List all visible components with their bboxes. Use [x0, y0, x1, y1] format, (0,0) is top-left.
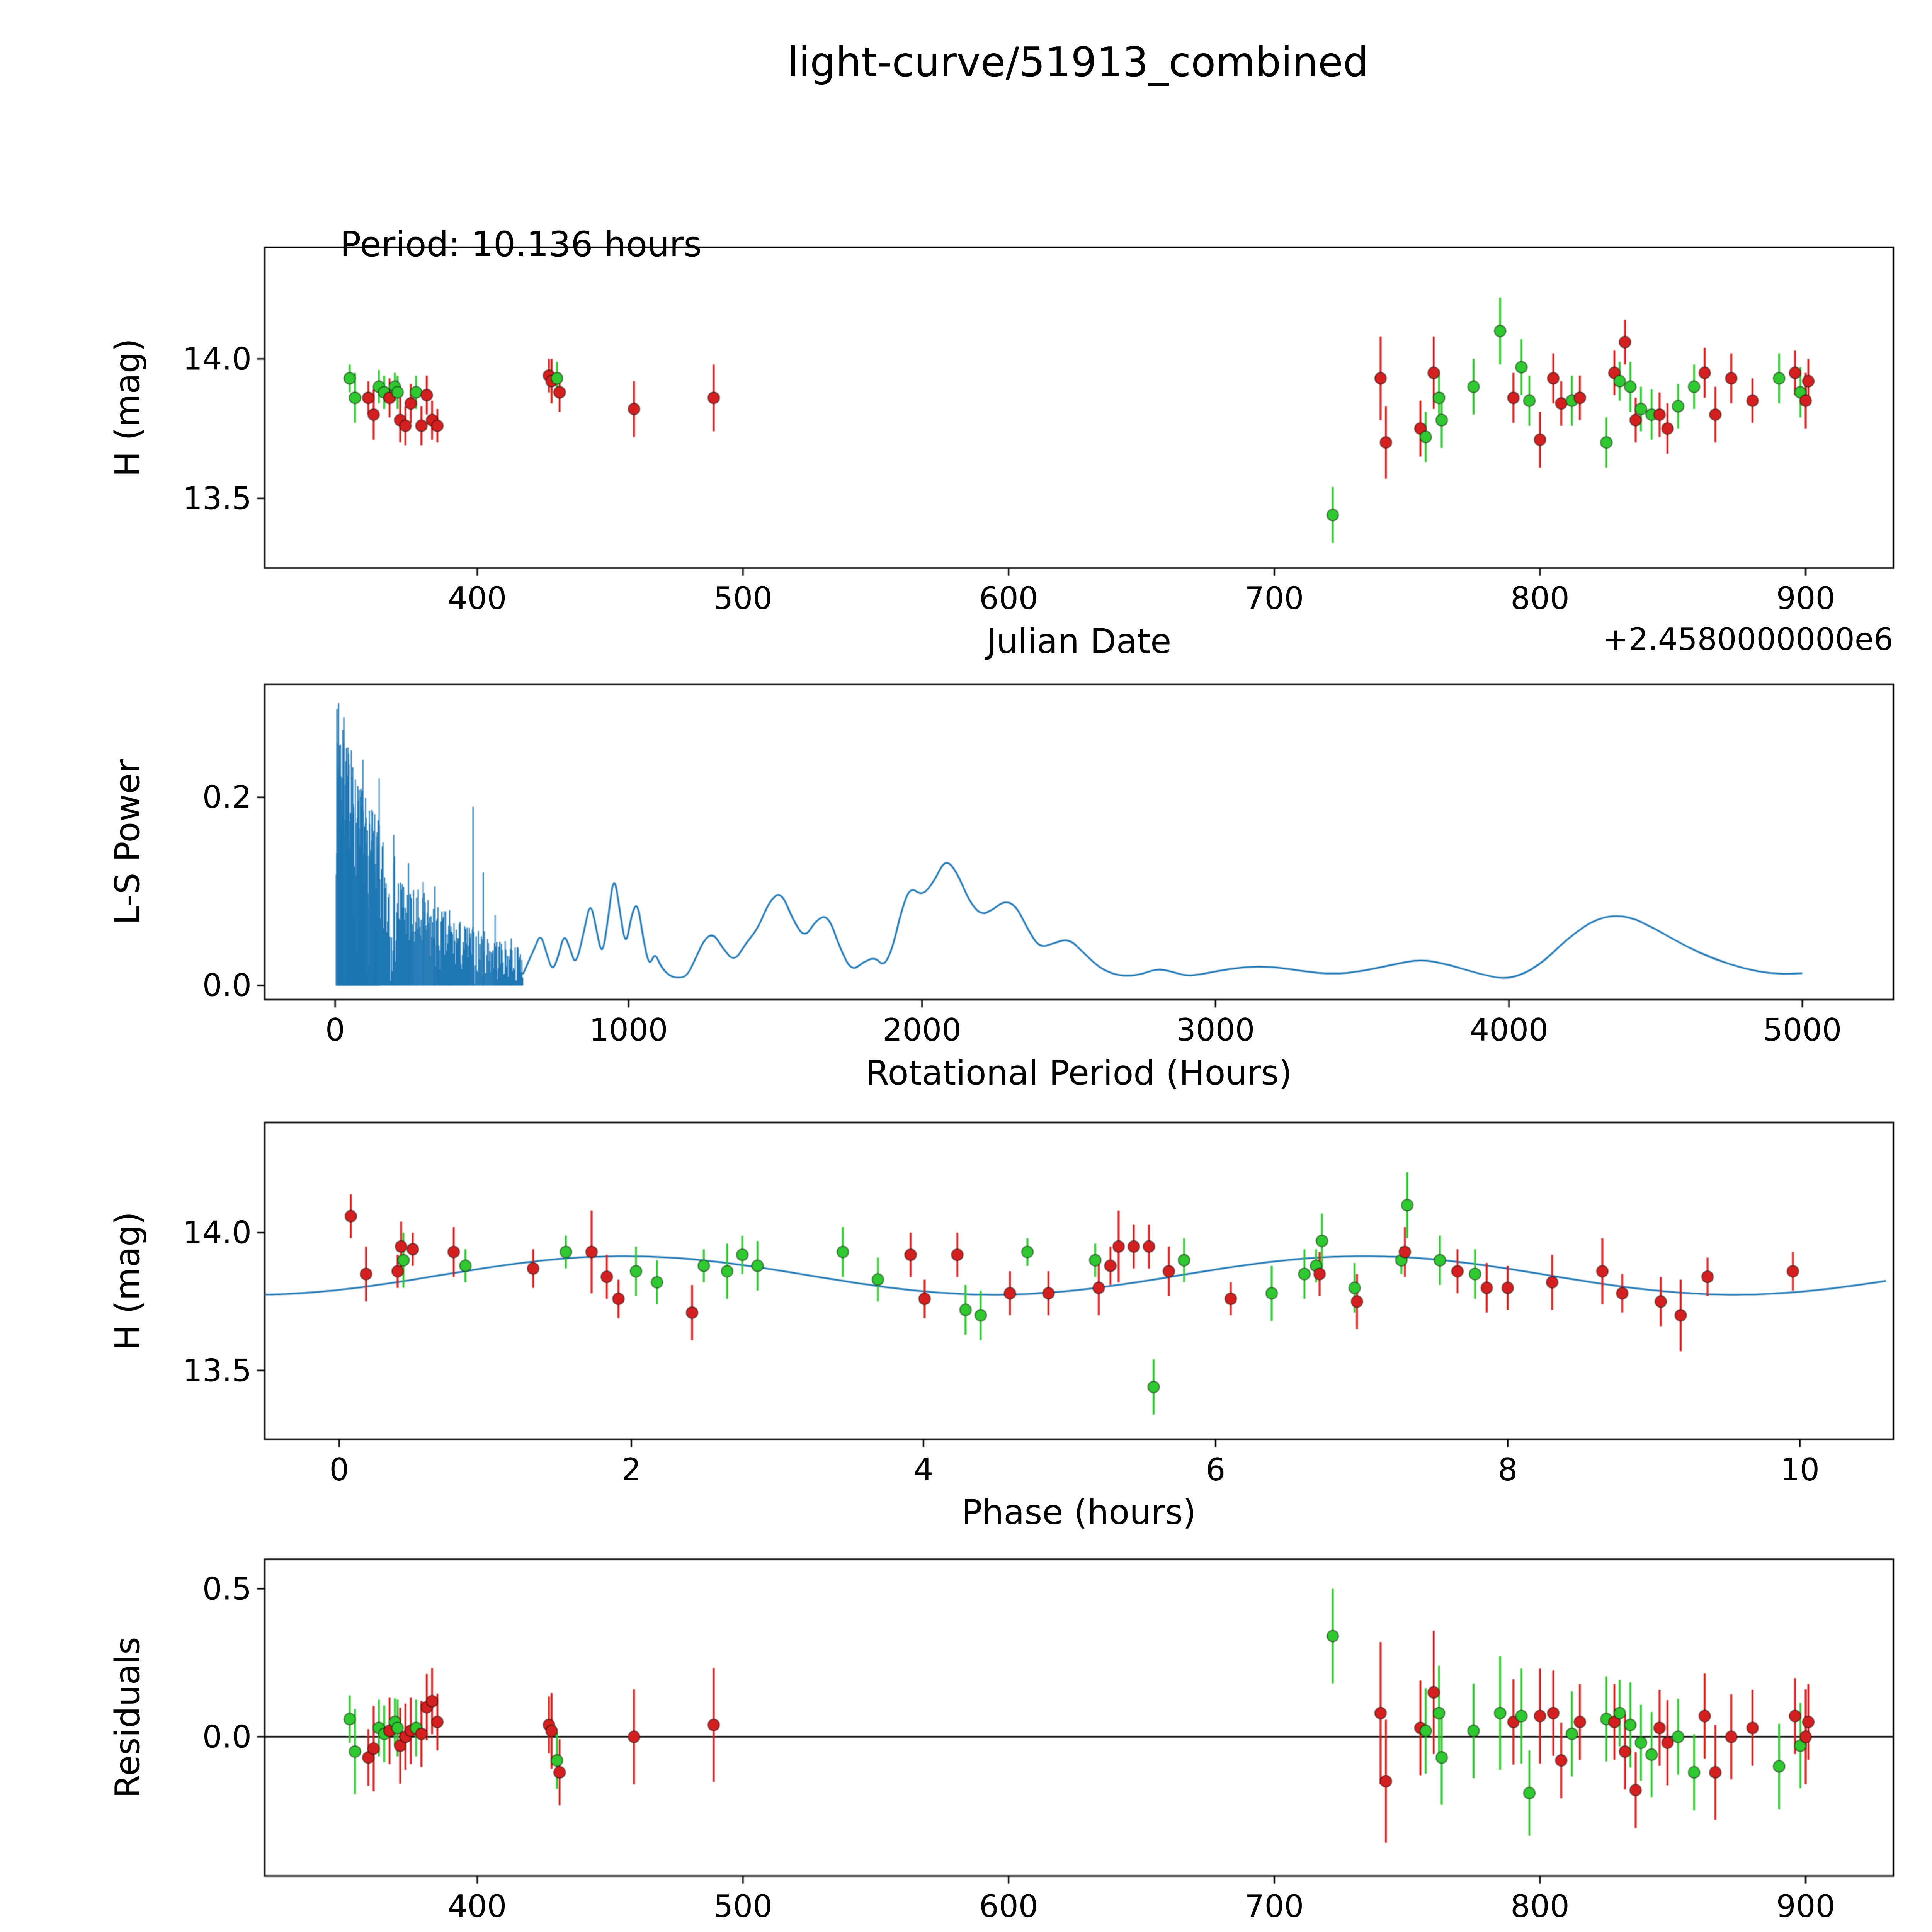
tick-label: 700	[1245, 1888, 1304, 1924]
tick-label: 2	[621, 1452, 641, 1488]
tick-label: 800	[1510, 580, 1570, 616]
axis-label-h-mag-top: H (mag)	[107, 338, 148, 477]
tick-label: 0	[325, 1012, 345, 1048]
period-annotation: Period: 10.136 hours	[340, 224, 702, 265]
tick-label: 4000	[1469, 1012, 1548, 1048]
tick-label: 10	[1780, 1452, 1820, 1488]
axis-label-h-mag-phased: H (mag)	[107, 1211, 148, 1350]
tick-label: 700	[1245, 580, 1304, 616]
tick-label: 800	[1510, 1888, 1570, 1924]
tick-label: 14.0	[182, 341, 252, 377]
tick-label: 5000	[1763, 1012, 1842, 1048]
tick-label: 900	[1776, 1888, 1835, 1924]
tick-label: 0	[329, 1452, 349, 1488]
tick-label: 500	[713, 580, 773, 616]
tick-label: 6	[1206, 1452, 1226, 1488]
axis-offset-text-top: +2.4580000000e6	[1602, 621, 1893, 657]
tick-label: 4	[913, 1452, 934, 1488]
tick-label: 0.2	[202, 779, 252, 815]
tick-label: 0.0	[202, 1719, 252, 1755]
axis-offset-text-bottom: +2.4580000000e6	[1603, 1930, 1893, 1932]
axis-label-rotational-period: Rotational Period (Hours)	[866, 1053, 1292, 1093]
axis-label-julian-date-top: Julian Date	[986, 621, 1172, 661]
tick-label: 1000	[589, 1012, 668, 1048]
axis-label-ls-power: L-S Power	[107, 759, 148, 925]
axis-label-residuals: Residuals	[107, 1637, 148, 1798]
tick-label: 13.5	[182, 1352, 252, 1389]
tick-label: 400	[447, 580, 507, 616]
tick-label: 400	[447, 1888, 507, 1924]
tick-label: 0.0	[202, 967, 252, 1003]
tick-label: 2000	[883, 1012, 961, 1048]
tick-label: 3000	[1176, 1012, 1255, 1048]
figure-title: light-curve/51913_combined	[787, 39, 1369, 86]
tick-label: 8	[1498, 1452, 1518, 1488]
axis-label-julian-date-bottom: Julian Date	[986, 1930, 1172, 1932]
tick-label: 600	[979, 580, 1038, 616]
tick-label: 500	[713, 1888, 773, 1924]
tick-label: 13.5	[182, 480, 252, 517]
tick-label: 900	[1776, 580, 1835, 616]
tick-label: 600	[979, 1888, 1038, 1924]
axis-label-phase: Phase (hours)	[961, 1492, 1196, 1532]
tick-label: 14.0	[182, 1214, 252, 1251]
tick-label: 0.5	[202, 1571, 252, 1607]
